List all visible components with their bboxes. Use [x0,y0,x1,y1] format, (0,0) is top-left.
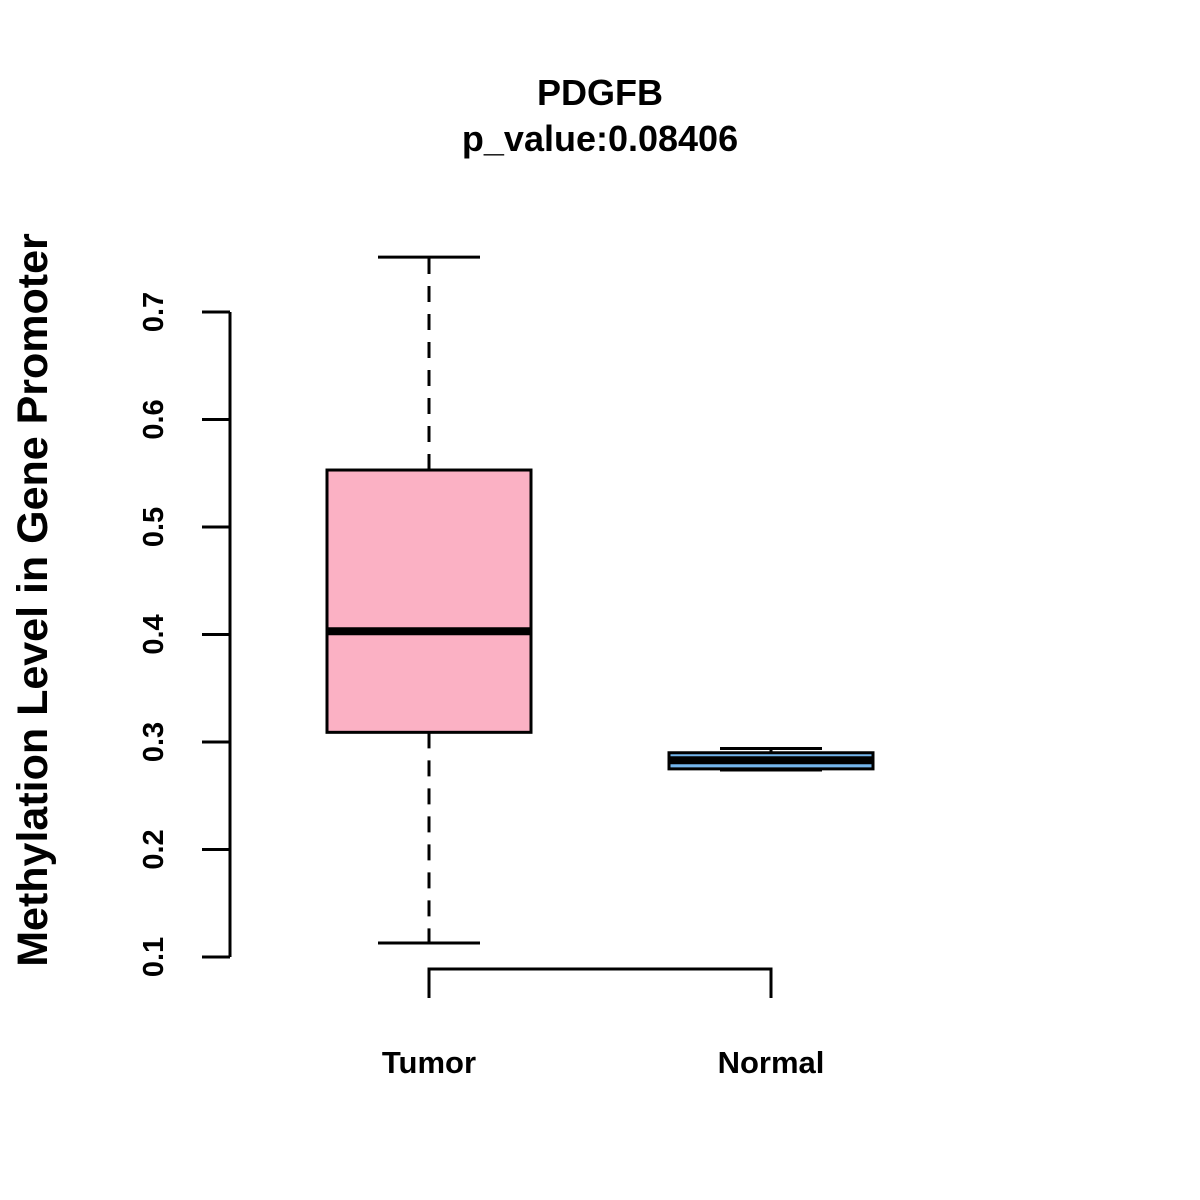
box-normal [667,746,875,772]
y-tick-label: 0.6 [138,399,170,439]
y-tick-label: 0.3 [138,722,170,762]
box-tumor [325,255,533,945]
boxes [325,255,875,945]
chart-title: PDGFB [537,72,663,113]
y-tick-label: 0.2 [138,829,170,869]
chart-subtitle: p_value:0.08406 [462,118,738,159]
y-tick-label: 0.7 [138,292,170,332]
y-tick-label: 0.4 [138,614,170,654]
y-axis: 0.1 0.2 0.3 0.4 0.5 0.6 0.7 [138,292,232,977]
y-tick-label: 0.5 [138,507,170,547]
y-tick-label: 0.1 [138,937,170,977]
x-axis: Tumor Normal [382,967,825,1080]
y-axis-label: Methylation Level in Gene Promoter [9,233,57,967]
x-axis-line [427,967,773,998]
x-tick-label: Tumor [382,1045,476,1080]
x-tick-label: Normal [718,1045,825,1080]
box-iqr [325,468,533,734]
